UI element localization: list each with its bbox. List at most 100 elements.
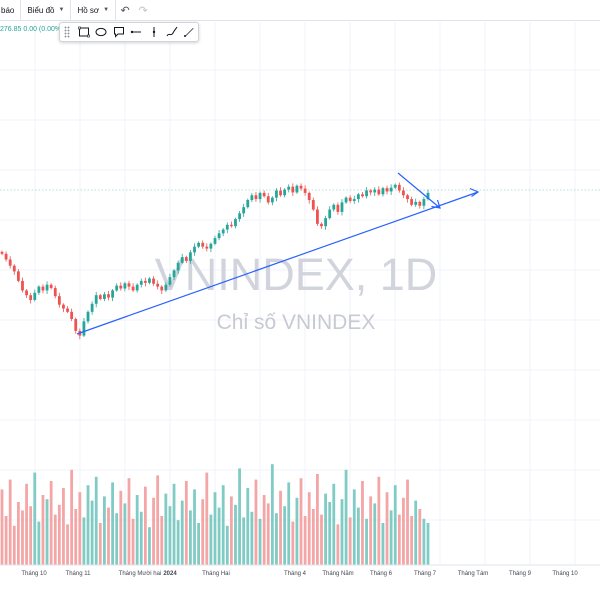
volume-bar — [74, 509, 78, 565]
candle-body — [127, 283, 131, 287]
candle-body — [356, 194, 360, 200]
profile-menu[interactable]: Hồ sơ ▼ — [71, 0, 117, 21]
time-axis-label: Tháng 10 — [552, 571, 578, 577]
volume-bar — [90, 500, 94, 565]
candle-body — [33, 292, 37, 300]
ellipse-tool-icon[interactable] — [92, 23, 110, 41]
support-trendline-arrow-icon — [469, 187, 480, 197]
volume-bar — [381, 523, 385, 565]
volume-bars — [0, 464, 430, 565]
candle-body — [139, 280, 143, 285]
candle-body — [246, 200, 250, 208]
volume-bar — [238, 468, 241, 565]
volume-bar — [397, 514, 401, 565]
volume-bar — [119, 490, 123, 565]
rectangle-tool-icon[interactable] — [75, 23, 93, 41]
volume-bar — [78, 492, 82, 565]
volume-bar — [402, 497, 405, 565]
candle-body — [320, 223, 323, 227]
volume-bar — [369, 496, 373, 565]
chart-label: Biểu đồ — [27, 5, 55, 15]
volume-bar — [344, 469, 348, 565]
volume-bar — [111, 482, 114, 565]
candle-body — [295, 185, 299, 193]
volume-bar — [365, 518, 368, 565]
candle-body — [385, 188, 389, 192]
volume-bar — [176, 520, 180, 565]
candle-body — [160, 286, 164, 291]
volume-bar — [418, 509, 422, 565]
volume-bar — [107, 507, 110, 565]
candlesticks — [0, 182, 430, 340]
volume-bar — [385, 492, 389, 565]
volume-bar — [25, 483, 28, 565]
candle-body — [107, 294, 110, 298]
candle-body — [168, 277, 172, 285]
volume-bar — [115, 513, 119, 565]
brush-tool-icon[interactable] — [163, 23, 181, 41]
volume-bar — [172, 483, 176, 565]
horizontal-ray-tool-icon[interactable] — [128, 23, 146, 41]
candle-body — [164, 284, 168, 291]
candle-body — [45, 284, 49, 291]
candle-body — [66, 308, 69, 312]
time-axis-label: Tháng 9 — [509, 571, 532, 577]
volume-bar — [148, 527, 151, 565]
volume-bar — [184, 481, 188, 565]
drag-handle-icon[interactable] — [64, 26, 70, 38]
candle-body — [193, 246, 196, 253]
volume-bar — [213, 492, 217, 565]
candle-body — [82, 321, 86, 336]
alerts-menu[interactable]: báo — [0, 0, 22, 21]
volume-bar — [373, 503, 377, 565]
pen-tool-icon[interactable] — [180, 23, 198, 41]
candle-body — [402, 190, 405, 196]
candle-body — [373, 189, 377, 193]
volume-bar — [164, 493, 168, 565]
support-trendline[interactable] — [76, 191, 479, 335]
candle-body — [0, 251, 4, 254]
volume-bar — [53, 514, 57, 565]
volume-bar — [332, 483, 336, 565]
candle-body — [377, 189, 381, 195]
candle-body — [361, 194, 364, 197]
candle-body — [266, 196, 270, 203]
volume-bar — [356, 507, 360, 565]
volume-bar — [0, 489, 4, 565]
volume-bar — [70, 469, 74, 565]
volume-bar — [86, 485, 90, 565]
candle-body — [201, 242, 205, 247]
candle-body — [180, 257, 184, 263]
chart-menu[interactable]: Biểu đồ ▼ — [21, 0, 72, 21]
drawn-trendlines[interactable] — [76, 172, 480, 335]
candle-body — [37, 286, 41, 293]
volume-bar — [209, 514, 213, 565]
candle-body — [221, 229, 225, 234]
candle-body — [348, 197, 352, 201]
callout-tool-icon[interactable] — [110, 23, 128, 41]
candle-body — [426, 192, 430, 200]
volume-bar — [336, 524, 340, 565]
volume-bar — [279, 490, 282, 565]
volume-bar — [242, 517, 246, 565]
vertical-line-tool-icon[interactable] — [145, 23, 163, 41]
candle-body — [135, 284, 139, 291]
candle-body — [25, 290, 28, 296]
candle-body — [184, 257, 188, 261]
candle-body — [311, 200, 315, 210]
volume-bar — [12, 525, 16, 565]
volume-bar — [33, 472, 37, 565]
volume-bar — [234, 504, 237, 565]
undo-icon[interactable]: ↶ — [120, 4, 130, 17]
volume-bar — [103, 496, 106, 565]
volume-bar — [426, 523, 430, 565]
candle-body — [213, 238, 217, 244]
candle-body — [148, 278, 151, 283]
volume-bar — [221, 485, 225, 565]
candle-body — [90, 303, 94, 312]
candle-body — [307, 192, 311, 201]
candle-body — [217, 233, 221, 239]
resistance-trendline[interactable] — [397, 172, 441, 209]
candle-body — [406, 195, 409, 200]
